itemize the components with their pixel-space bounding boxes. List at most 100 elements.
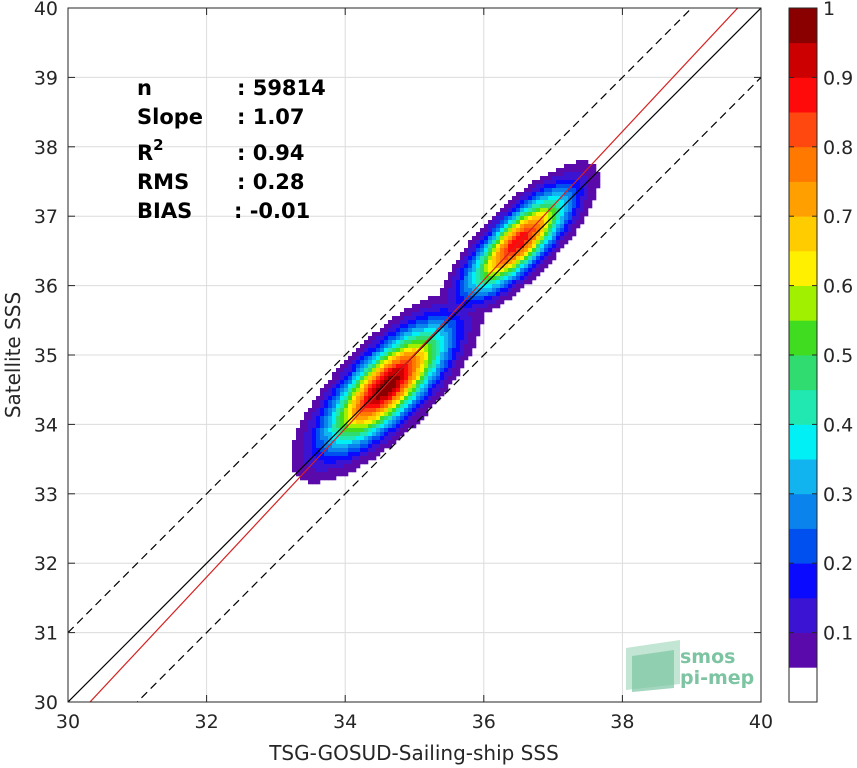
density-cell [432, 304, 437, 309]
density-cell [424, 344, 429, 349]
density-cell [472, 284, 477, 289]
density-cell [532, 240, 537, 245]
density-cell [320, 428, 325, 433]
density-cell [404, 396, 409, 401]
density-cell [508, 292, 513, 297]
density-cell [448, 272, 453, 277]
density-cell [460, 284, 465, 289]
density-cell [384, 400, 389, 405]
density-cell [544, 204, 549, 209]
density-cell [448, 304, 453, 309]
density-cell [440, 328, 445, 333]
density-cell [404, 332, 409, 337]
density-cell [464, 280, 469, 285]
density-cell [544, 188, 549, 193]
density-cell [552, 204, 557, 209]
density-cell [448, 300, 453, 305]
density-cell [348, 452, 353, 457]
density-cell [512, 216, 517, 221]
density-cell [396, 384, 401, 389]
density-cell [532, 252, 537, 257]
density-cell [428, 404, 433, 409]
density-cell [552, 228, 557, 233]
density-cell [500, 248, 505, 253]
density-cell [516, 284, 521, 289]
density-cell [424, 304, 429, 309]
density-cell [528, 196, 533, 201]
density-cell [380, 412, 385, 417]
colorbar-band [789, 389, 817, 425]
x-tick-label: 36 [472, 711, 496, 733]
density-cell [428, 312, 433, 317]
density-cell [384, 328, 389, 333]
density-cell [420, 384, 425, 389]
density-cell [384, 332, 389, 337]
density-cell [356, 376, 361, 381]
density-cell [456, 372, 461, 377]
density-cell [388, 432, 393, 437]
density-cell [348, 440, 353, 445]
density-cell [312, 420, 317, 425]
density-cell [468, 328, 473, 333]
density-cell [452, 316, 457, 321]
density-cell [572, 208, 577, 213]
density-cell [552, 224, 557, 229]
density-cell [404, 408, 409, 413]
density-cell [368, 428, 373, 433]
density-cell [488, 272, 493, 277]
density-cell [488, 224, 493, 229]
density-cell [448, 332, 453, 337]
density-cell [292, 444, 297, 449]
density-cell [468, 260, 473, 265]
density-cell [364, 460, 369, 465]
density-cell [580, 208, 585, 213]
density-cell [396, 352, 401, 357]
density-cell [408, 344, 413, 349]
density-cell [552, 236, 557, 241]
density-cell [412, 372, 417, 377]
density-cell [424, 320, 429, 325]
density-cell [432, 384, 437, 389]
density-cell [384, 388, 389, 393]
density-cell [464, 264, 469, 269]
density-cell [320, 448, 325, 453]
density-cell [416, 320, 421, 325]
density-cell [512, 228, 517, 233]
stat-bias-label: BIAS [137, 199, 192, 223]
reference-lines [68, 8, 761, 702]
density-cell [520, 248, 525, 253]
density-cell [500, 216, 505, 221]
density-cell [564, 172, 569, 177]
density-cell [428, 304, 433, 309]
density-cell [472, 324, 477, 329]
density-cell [592, 184, 597, 189]
density-cell [336, 468, 341, 473]
density-cell [380, 336, 385, 341]
density-cell [520, 216, 525, 221]
density-cell [348, 392, 353, 397]
density-cell [320, 436, 325, 441]
density-cell [520, 256, 525, 261]
density-cell [488, 276, 493, 281]
density-cell [464, 336, 469, 341]
density-cell [480, 240, 485, 245]
density-cell [480, 260, 485, 265]
density-cell [560, 188, 565, 193]
density-cell [592, 180, 597, 185]
density-cell [548, 260, 553, 265]
density-cell [376, 332, 381, 337]
density-cell [364, 348, 369, 353]
density-cell [404, 372, 409, 377]
density-cell [396, 412, 401, 417]
density-cell [564, 220, 569, 225]
density-cell [512, 208, 517, 213]
density-cell [520, 264, 525, 269]
density-cell [424, 380, 429, 385]
density-cell [568, 164, 573, 169]
density-cell [528, 248, 533, 253]
density-cell [376, 344, 381, 349]
density-cell [428, 392, 433, 397]
density-cell [408, 324, 413, 329]
density-cell [472, 340, 477, 345]
